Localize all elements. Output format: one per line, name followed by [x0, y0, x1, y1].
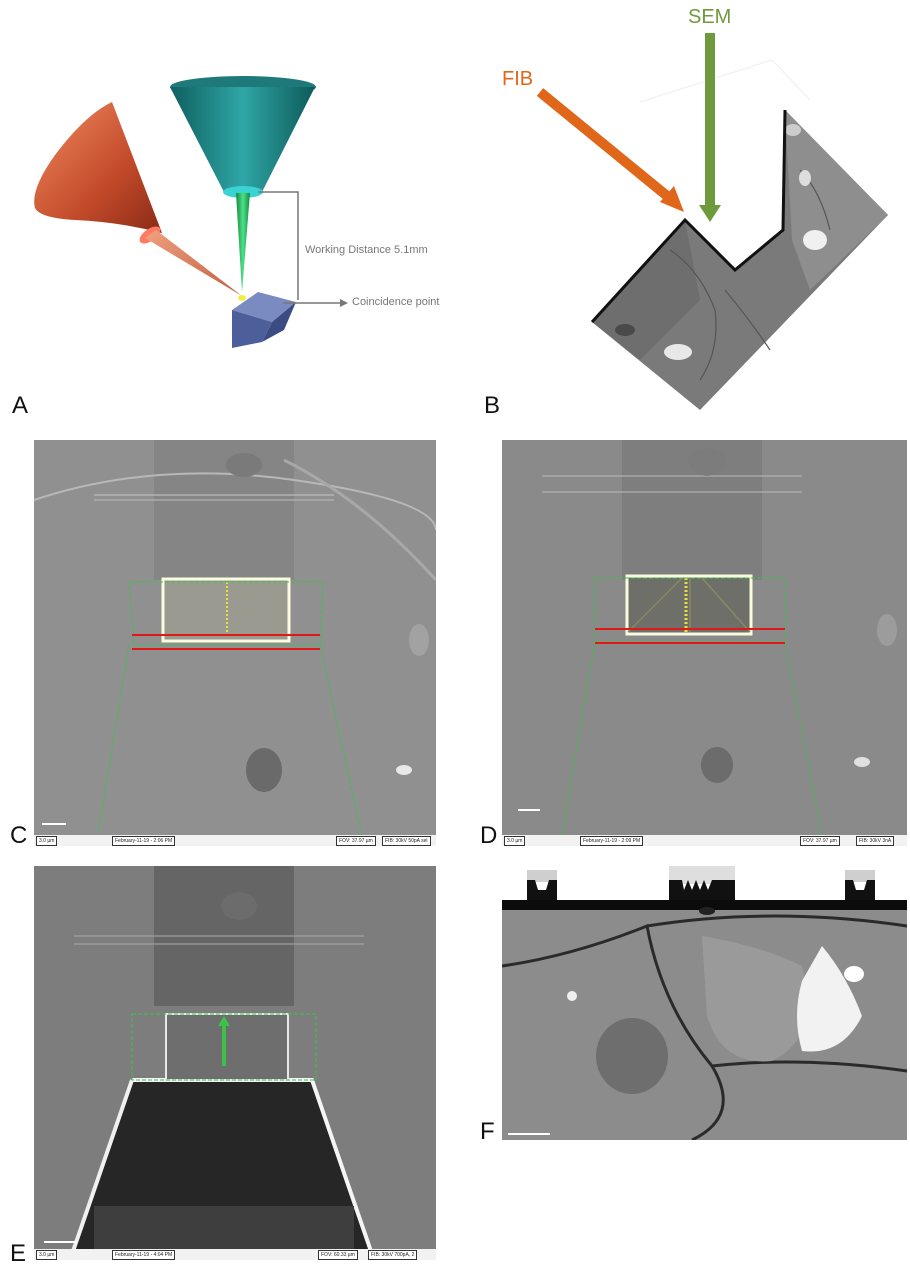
databar-date: February-11-19 - 2:06 PM — [112, 836, 176, 846]
fib-sem-geometry-illustration — [34, 76, 348, 348]
working-distance-bracket — [258, 191, 299, 300]
panel-d-sem-image: 3.0 µm February-11-19 - 2:09 PM FOV: 37.… — [502, 440, 907, 846]
databar-scale: 3.0 µm — [36, 1250, 58, 1260]
fib-label: FIB — [502, 68, 534, 90]
working-distance-label: Working Distance 5.1mm — [305, 244, 428, 256]
databar-beam: FIB: 30kV 50pA sel — [382, 836, 431, 846]
fib-column-icon — [34, 102, 162, 244]
fib-arrow-icon — [536, 88, 684, 212]
panel-c-sem-image: 3.0 µm February-11-19 - 2:06 PM FOV: 37.… — [34, 440, 436, 846]
databar-fov: FOV: 37.97 µm — [336, 836, 376, 846]
trench-profile-icon — [527, 866, 875, 900]
fib-beam-icon — [145, 230, 242, 296]
databar: 3.0 µm February-11-19 - 2:09 PM FOV: 37.… — [502, 835, 907, 846]
databar-scale: 3.0 µm — [36, 836, 58, 846]
databar-beam: FIB: 30kV 700pA, 2 — [368, 1250, 418, 1260]
databar-date: February-11-19 - 2:09 PM — [580, 836, 644, 846]
panel-letter-d: D — [480, 822, 498, 849]
panel-b-diagram: FIB SEM — [470, 0, 910, 420]
databar: 3.0 µm February-11-19 - 2:06 PM FOV: 37.… — [34, 835, 436, 846]
coincidence-point-label: Coincidence point — [352, 296, 440, 308]
panel-letter-c: C — [10, 822, 28, 849]
panel-letter-f: F — [480, 1118, 495, 1145]
sem-column-icon — [170, 76, 316, 198]
databar: 3.0 µm February-11-19 - 4:04 PM FOV: 60.… — [34, 1249, 436, 1260]
panel-f-tem-image — [501, 866, 908, 1142]
panel-c-overlay — [34, 440, 436, 846]
sem-label: SEM — [688, 6, 732, 28]
databar-beam: FIB: 30kV 3nA — [856, 836, 895, 846]
panel-f-illustration — [501, 866, 908, 1142]
databar-fov: FOV: 37.97 µm — [800, 836, 840, 846]
sem-arrow-icon — [699, 33, 721, 222]
block-face-illustration — [536, 33, 888, 410]
databar-scale: 3.0 µm — [504, 836, 526, 846]
panel-letter-b: B — [484, 392, 501, 419]
sem-beam-icon — [236, 193, 250, 292]
panel-e-sem-image: 3.0 µm February-11-19 - 4:04 PM FOV: 60.… — [34, 866, 436, 1260]
panel-a-diagram: Working Distance 5.1mm Coincidence point — [0, 0, 470, 380]
panel-d-overlay — [502, 440, 907, 846]
panel-e-overlay — [34, 866, 436, 1260]
sample-block-icon — [232, 292, 296, 348]
panel-letter-a: A — [12, 392, 29, 419]
tissue-block-icon — [590, 109, 888, 410]
databar-date: February-11-19 - 4:04 PM — [112, 1250, 176, 1260]
panel-letter-e: E — [10, 1240, 27, 1267]
databar-fov: FOV: 60.33 µm — [318, 1250, 358, 1260]
